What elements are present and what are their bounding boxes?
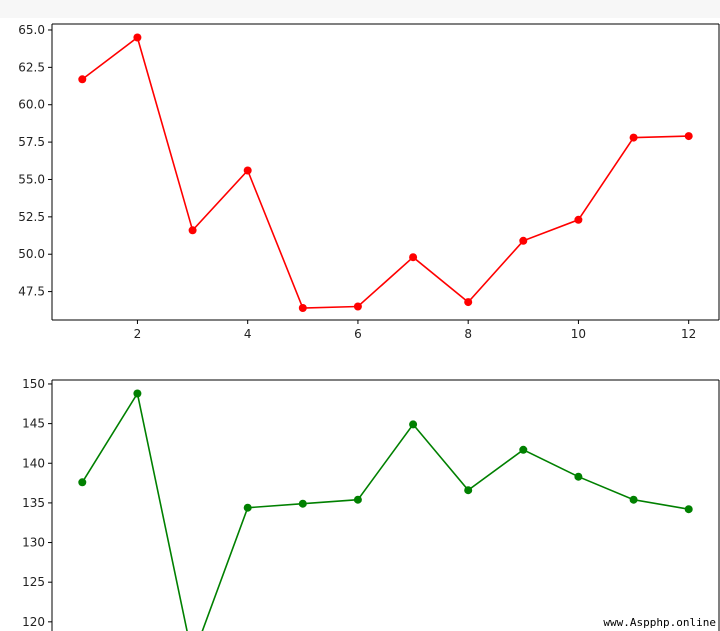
x-tick-label: 2 (134, 327, 142, 341)
data-point (298, 499, 307, 508)
y-tick-label: 52.5 (18, 210, 45, 224)
y-tick-label: 120 (22, 615, 45, 629)
data-point (464, 486, 473, 495)
y-tick-label: 125 (22, 575, 45, 589)
chart-top: 2 4 6 8 10 12 47.5 50.0 52.5 55.0 57.5 60.0 62.5 65.0 (18, 23, 720, 341)
data-point (409, 420, 418, 429)
y-tick-label: 57.5 (18, 135, 45, 149)
data-point (684, 132, 693, 141)
y-tick-label: 150 (22, 377, 45, 391)
y-tick-label: 145 (22, 417, 45, 431)
data-point (353, 495, 362, 504)
x-tick-label: 10 (571, 327, 586, 341)
data-point (629, 133, 638, 142)
data-point (684, 505, 693, 514)
data-point (188, 226, 197, 235)
data-point (353, 302, 362, 311)
data-point (133, 389, 142, 398)
data-point (409, 253, 418, 262)
series-line (81, 391, 689, 631)
data-point (133, 33, 142, 42)
y-tick-label: 135 (22, 496, 45, 510)
y-tick-label: 60.0 (18, 98, 45, 112)
y-tick-label: 65.0 (18, 23, 45, 37)
data-point (519, 236, 528, 245)
watermark-text: www.Aspphp.online (601, 616, 718, 629)
data-point (464, 298, 473, 307)
data-point (574, 215, 583, 224)
data-point (243, 166, 252, 175)
plot-area (78, 33, 693, 312)
y-tick-label: 140 (22, 456, 45, 470)
x-tick-label: 8 (464, 327, 472, 341)
data-point (78, 478, 87, 487)
y-tick-label: 50.0 (18, 247, 45, 261)
y-tick-label: 47.5 (18, 285, 45, 299)
chart-bottom: 120 125 130 135 140 145 150 (22, 377, 720, 631)
data-point (78, 75, 87, 84)
data-point (243, 503, 252, 512)
data-point (298, 304, 307, 312)
x-tick-label: 6 (354, 327, 362, 341)
y-tick-label: 130 (22, 536, 45, 550)
data-point (519, 445, 528, 454)
x-tick-label: 12 (681, 327, 696, 341)
x-tick-label: 4 (244, 327, 252, 341)
plot-area (78, 389, 693, 631)
y-tick-label: 62.5 (18, 60, 45, 74)
series-line (81, 36, 689, 309)
y-tick-label: 55.0 (18, 172, 45, 186)
data-point (574, 472, 583, 481)
notebook-top-strip (0, 0, 720, 18)
data-point (629, 495, 638, 504)
